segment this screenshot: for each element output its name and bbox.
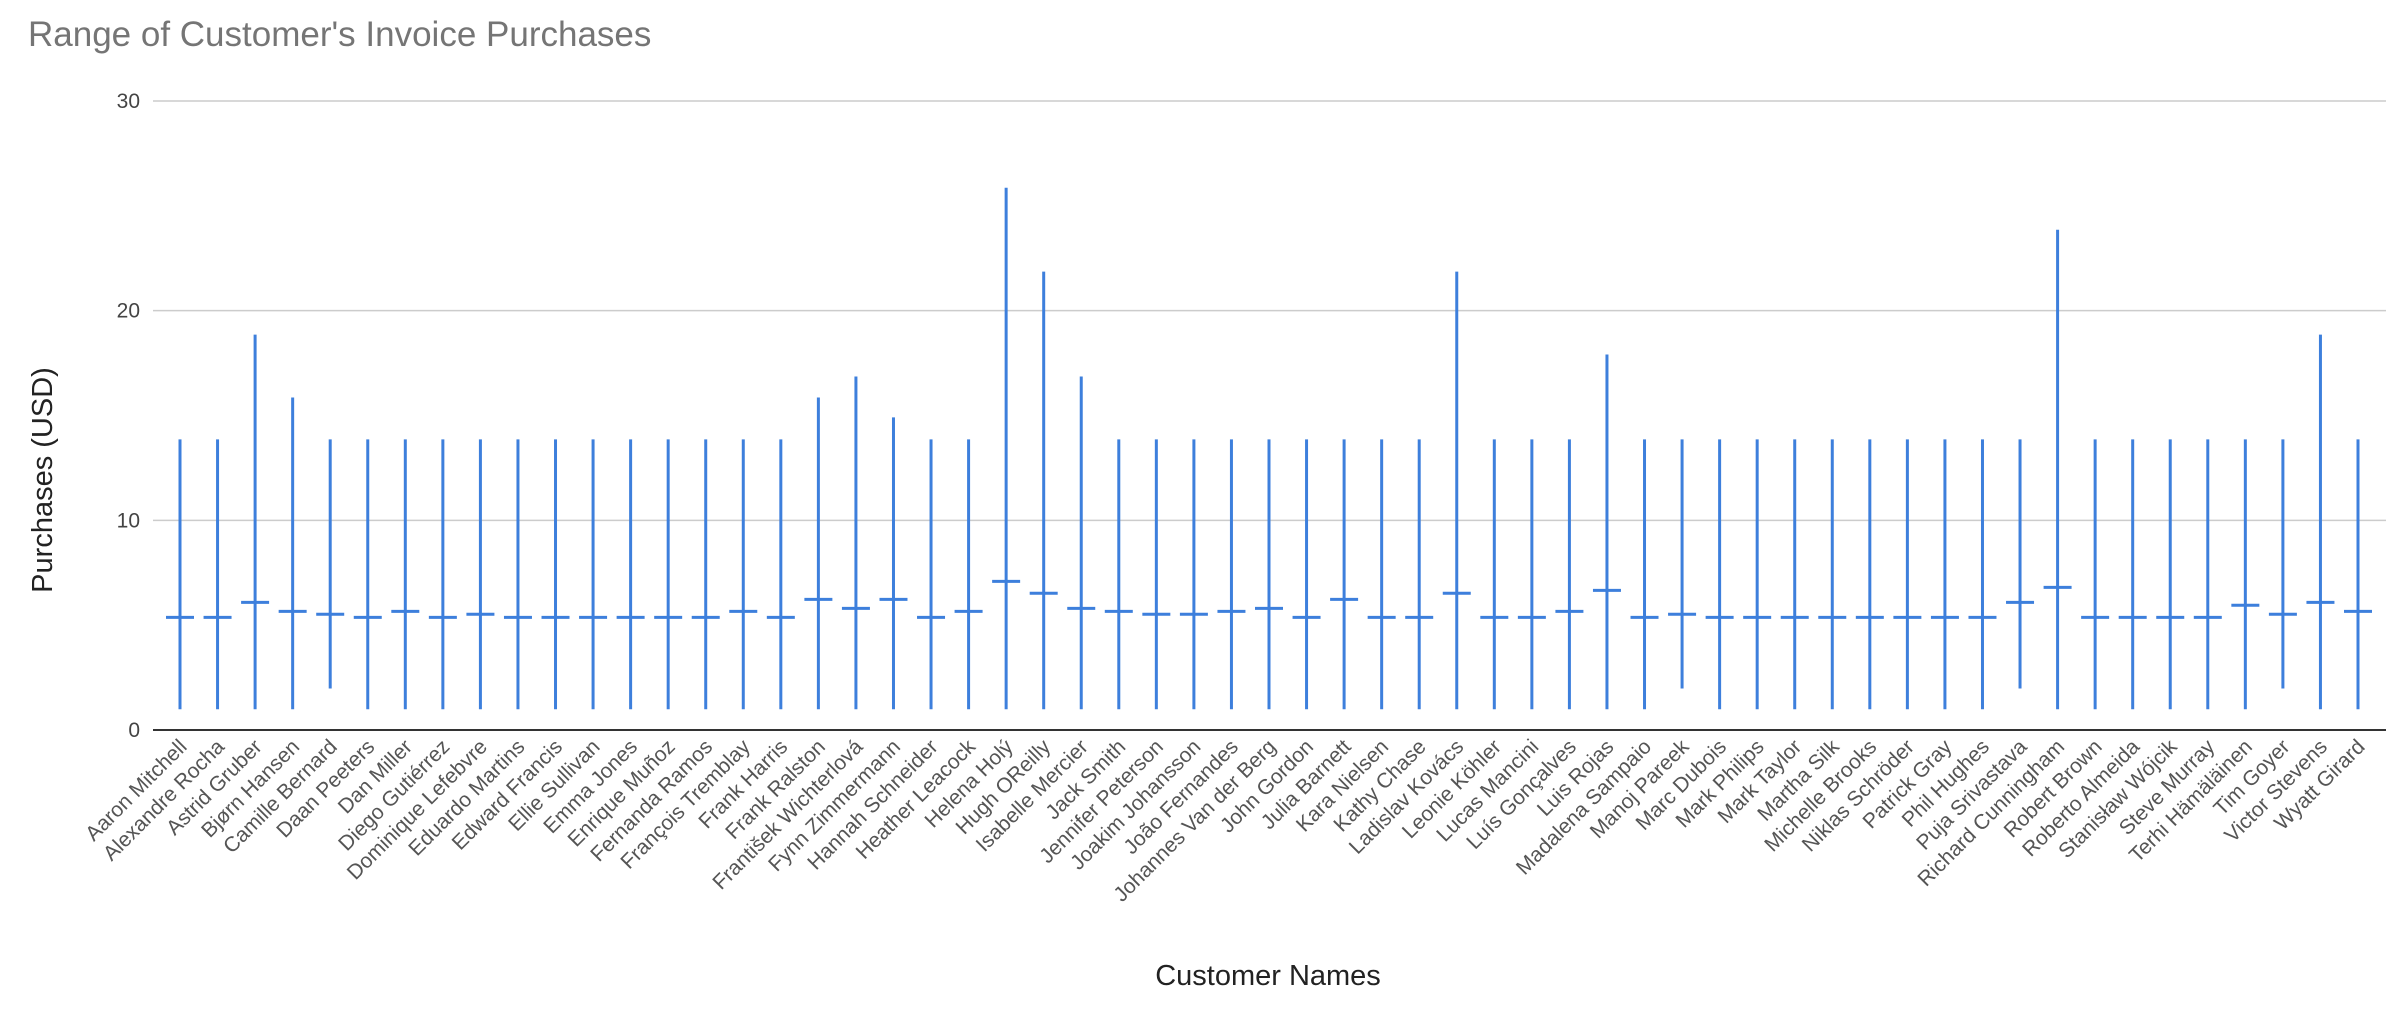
y-tick-label: 0 (128, 719, 140, 742)
range-series (166, 187, 2372, 710)
y-axis-ticks: 0 10 20 30 (117, 90, 140, 742)
x-axis-title: Customer Names (1155, 960, 1381, 992)
y-tick-label: 20 (117, 300, 140, 323)
y-tick-label: 10 (117, 509, 140, 532)
y-axis-title: Purchases (USD) (27, 367, 59, 593)
chart-title: Range of Customer's Invoice Purchases (28, 15, 651, 54)
y-tick-label: 30 (117, 90, 140, 113)
